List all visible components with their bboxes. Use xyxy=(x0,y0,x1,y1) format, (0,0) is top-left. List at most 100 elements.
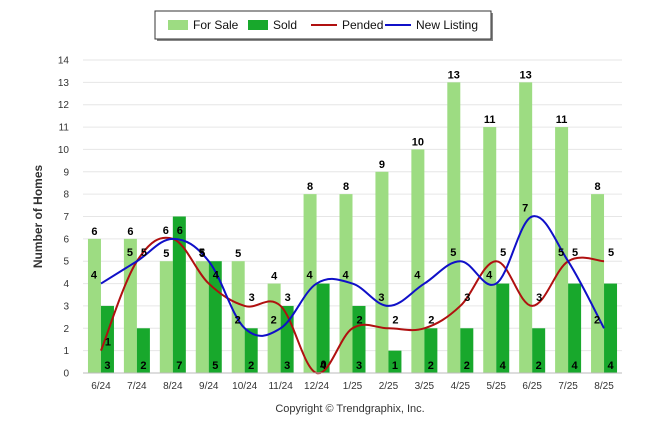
label-pended: 5 xyxy=(572,247,578,259)
label-for-sale: 13 xyxy=(448,69,460,81)
y-tick-label: 14 xyxy=(58,56,70,67)
label-new-listing: 4 xyxy=(486,270,493,282)
bars xyxy=(87,82,618,373)
label-sold: 2 xyxy=(428,360,434,372)
label-new-listing: 2 xyxy=(594,314,600,326)
label-pended: 2 xyxy=(428,314,434,326)
label-new-listing: 4 xyxy=(91,270,98,282)
bar-for-sale xyxy=(591,194,605,373)
label-for-sale: 8 xyxy=(343,181,349,193)
y-tick-label: 13 xyxy=(58,78,70,89)
bar-sold xyxy=(172,216,186,373)
label-new-listing: 4 xyxy=(414,270,421,282)
label-for-sale: 9 xyxy=(379,159,385,171)
y-tick-label: 6 xyxy=(63,234,69,245)
bar-for-sale xyxy=(231,261,245,373)
bar-for-sale xyxy=(483,127,497,373)
bar-sold xyxy=(604,283,618,373)
x-tick-label: 7/25 xyxy=(558,381,578,392)
x-tick-label: 6/24 xyxy=(91,381,111,392)
label-sold: 2 xyxy=(140,360,146,372)
label-for-sale: 13 xyxy=(520,69,532,81)
y-tick-label: 11 xyxy=(59,123,70,134)
copyright-footer: Copyright © Trendgraphix, Inc. xyxy=(275,403,424,415)
y-axis-title: Number of Homes xyxy=(31,165,45,269)
legend-label: Pended xyxy=(342,18,383,32)
label-for-sale: 8 xyxy=(307,181,313,193)
label-for-sale: 5 xyxy=(199,248,205,260)
label-sold: 2 xyxy=(464,360,470,372)
x-tick-label: 4/25 xyxy=(451,381,471,392)
bar-for-sale xyxy=(519,82,533,373)
label-sold: 7 xyxy=(176,360,182,372)
bar-sold xyxy=(532,328,546,373)
bar-for-sale xyxy=(411,149,425,373)
bar-for-sale xyxy=(339,194,353,373)
label-sold: 2 xyxy=(248,360,254,372)
label-for-sale: 5 xyxy=(235,248,241,260)
bar-for-sale xyxy=(447,82,461,373)
bar-sold xyxy=(496,283,510,373)
legend-label: New Listing xyxy=(416,18,478,32)
label-for-sale: 6 xyxy=(91,226,97,238)
bar-for-sale xyxy=(87,238,101,373)
label-new-listing: 5 xyxy=(450,247,456,259)
label-sold: 2 xyxy=(536,360,542,372)
label-new-listing: 5 xyxy=(127,247,133,259)
bar-sold xyxy=(424,328,438,373)
label-pended: 3 xyxy=(249,292,255,304)
label-new-listing: 7 xyxy=(522,203,528,215)
bar-sold xyxy=(460,328,474,373)
label-sold: 1 xyxy=(392,360,398,372)
label-pended: 3 xyxy=(285,292,291,304)
y-tick-label: 7 xyxy=(63,212,69,223)
y-tick-label: 10 xyxy=(58,145,70,156)
bar-for-sale xyxy=(303,194,317,373)
bar-for-sale xyxy=(375,171,389,373)
y-tick-label: 5 xyxy=(63,257,69,268)
label-pended: 3 xyxy=(464,292,470,304)
label-pended: 1 xyxy=(105,337,111,349)
x-tick-label: 7/24 xyxy=(127,381,147,392)
y-tick-label: 1 xyxy=(63,346,69,357)
label-for-sale: 6 xyxy=(127,226,133,238)
legend-swatch xyxy=(168,20,188,30)
bar-sold xyxy=(352,305,366,373)
x-tick-label: 8/25 xyxy=(594,381,614,392)
label-new-listing: 5 xyxy=(558,247,564,259)
label-for-sale: 11 xyxy=(484,114,496,126)
label-pended: 0 xyxy=(321,359,327,371)
x-tick-label: 1/25 xyxy=(343,381,363,392)
label-pended: 4 xyxy=(213,270,220,282)
label-pended: 5 xyxy=(141,247,147,259)
bar-for-sale xyxy=(123,238,137,373)
label-pended: 5 xyxy=(608,247,614,259)
bar-for-sale xyxy=(267,283,281,373)
label-pended: 6 xyxy=(177,225,183,237)
legend-label: Sold xyxy=(273,18,297,32)
x-tick-label: 10/24 xyxy=(232,381,257,392)
label-new-listing: 2 xyxy=(235,314,241,326)
label-sold: 4 xyxy=(607,360,614,372)
label-sold: 5 xyxy=(212,360,218,372)
line-new-listing xyxy=(100,215,605,337)
y-tick-label: 4 xyxy=(63,279,69,290)
label-pended: 3 xyxy=(536,292,542,304)
label-new-listing: 5 xyxy=(199,247,205,259)
label-sold: 3 xyxy=(104,360,110,372)
label-sold: 4 xyxy=(500,360,507,372)
bar-for-sale xyxy=(159,261,173,373)
x-tick-label: 2/25 xyxy=(379,381,399,392)
label-pended: 2 xyxy=(356,314,362,326)
x-tick-label: 9/24 xyxy=(199,381,219,392)
bar-sold xyxy=(388,350,402,373)
label-for-sale: 5 xyxy=(163,248,169,260)
bar-sold xyxy=(244,328,258,373)
label-sold: 4 xyxy=(572,360,579,372)
y-tick-label: 9 xyxy=(63,167,69,178)
label-new-listing: 4 xyxy=(342,270,349,282)
y-tick-label: 8 xyxy=(63,190,69,201)
